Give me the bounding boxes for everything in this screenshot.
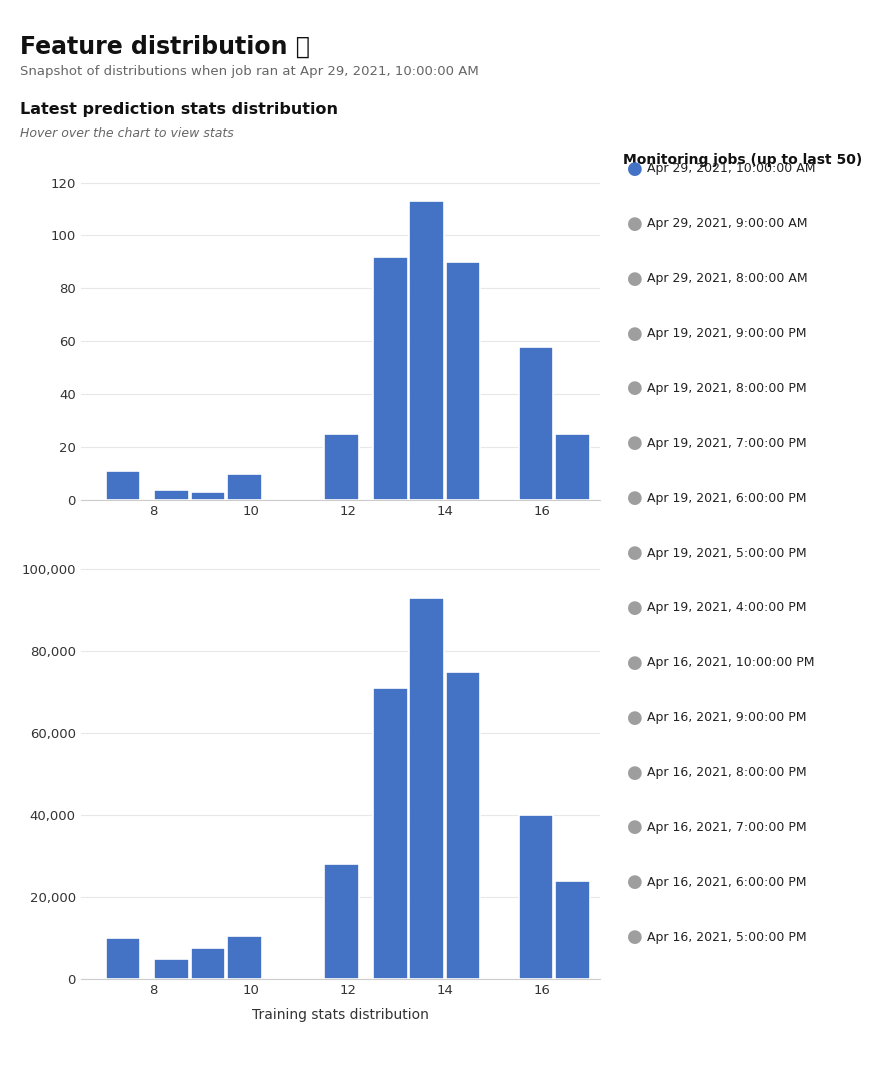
Text: Feature distribution ❓: Feature distribution ❓ (20, 34, 310, 58)
Text: Apr 19, 2021, 7:00:00 PM: Apr 19, 2021, 7:00:00 PM (647, 437, 806, 450)
Text: Apr 19, 2021, 8:00:00 PM: Apr 19, 2021, 8:00:00 PM (647, 382, 806, 395)
Bar (228, 936, 262, 979)
Text: ●: ● (627, 819, 643, 836)
Bar (556, 881, 590, 979)
Text: Apr 29, 2021, 8:00:00 AM: Apr 29, 2021, 8:00:00 AM (647, 272, 807, 285)
Bar (154, 959, 189, 979)
Bar (409, 201, 444, 500)
Text: ●: ● (627, 544, 643, 562)
Text: ●: ● (627, 709, 643, 726)
Text: ●: ● (627, 874, 643, 891)
Text: Apr 19, 2021, 6:00:00 PM: Apr 19, 2021, 6:00:00 PM (647, 492, 806, 505)
Bar (556, 434, 590, 500)
Bar (519, 816, 553, 979)
Text: ●: ● (627, 215, 643, 232)
Bar (409, 598, 444, 979)
Text: Apr 16, 2021, 7:00:00 PM: Apr 16, 2021, 7:00:00 PM (647, 821, 806, 834)
Text: Snapshot of distributions when job ran at Apr 29, 2021, 10:00:00 AM: Snapshot of distributions when job ran a… (20, 65, 478, 77)
Text: Apr 16, 2021, 10:00:00 PM: Apr 16, 2021, 10:00:00 PM (647, 656, 814, 669)
Text: ●: ● (627, 435, 643, 452)
Text: ●: ● (627, 654, 643, 671)
Text: Latest prediction stats distribution: Latest prediction stats distribution (20, 102, 338, 117)
Text: Apr 19, 2021, 4:00:00 PM: Apr 19, 2021, 4:00:00 PM (647, 601, 806, 614)
Text: Apr 16, 2021, 6:00:00 PM: Apr 16, 2021, 6:00:00 PM (647, 876, 806, 889)
Bar (191, 948, 226, 979)
Bar (446, 671, 480, 979)
Bar (106, 938, 141, 979)
Text: Apr 29, 2021, 10:00:00 AM: Apr 29, 2021, 10:00:00 AM (647, 162, 815, 175)
Text: Apr 16, 2021, 5:00:00 PM: Apr 16, 2021, 5:00:00 PM (647, 931, 806, 944)
Bar (373, 689, 408, 979)
Text: Apr 19, 2021, 9:00:00 PM: Apr 19, 2021, 9:00:00 PM (647, 327, 806, 340)
Bar (373, 257, 408, 500)
Bar (106, 471, 141, 500)
X-axis label: Training stats distribution: Training stats distribution (252, 1008, 429, 1022)
Text: ●: ● (627, 325, 643, 342)
Text: ●: ● (627, 380, 643, 397)
Text: Apr 19, 2021, 5:00:00 PM: Apr 19, 2021, 5:00:00 PM (647, 547, 806, 560)
Text: ●: ● (627, 764, 643, 781)
Bar (519, 346, 553, 500)
Text: ●: ● (627, 490, 643, 507)
Bar (191, 493, 226, 500)
Bar (324, 864, 359, 979)
Bar (446, 261, 480, 500)
Text: Apr 16, 2021, 9:00:00 PM: Apr 16, 2021, 9:00:00 PM (647, 711, 806, 724)
Text: ●: ● (627, 160, 643, 178)
Text: ●: ● (627, 929, 643, 946)
Bar (154, 490, 189, 500)
Text: ●: ● (627, 270, 643, 287)
Bar (324, 434, 359, 500)
Text: ●: ● (627, 599, 643, 617)
Bar (228, 473, 262, 500)
Text: Apr 29, 2021, 9:00:00 AM: Apr 29, 2021, 9:00:00 AM (647, 217, 807, 230)
Text: Apr 16, 2021, 8:00:00 PM: Apr 16, 2021, 8:00:00 PM (647, 766, 806, 779)
Text: Monitoring jobs (up to last 50): Monitoring jobs (up to last 50) (623, 153, 862, 167)
Text: Hover over the chart to view stats: Hover over the chart to view stats (20, 127, 234, 140)
